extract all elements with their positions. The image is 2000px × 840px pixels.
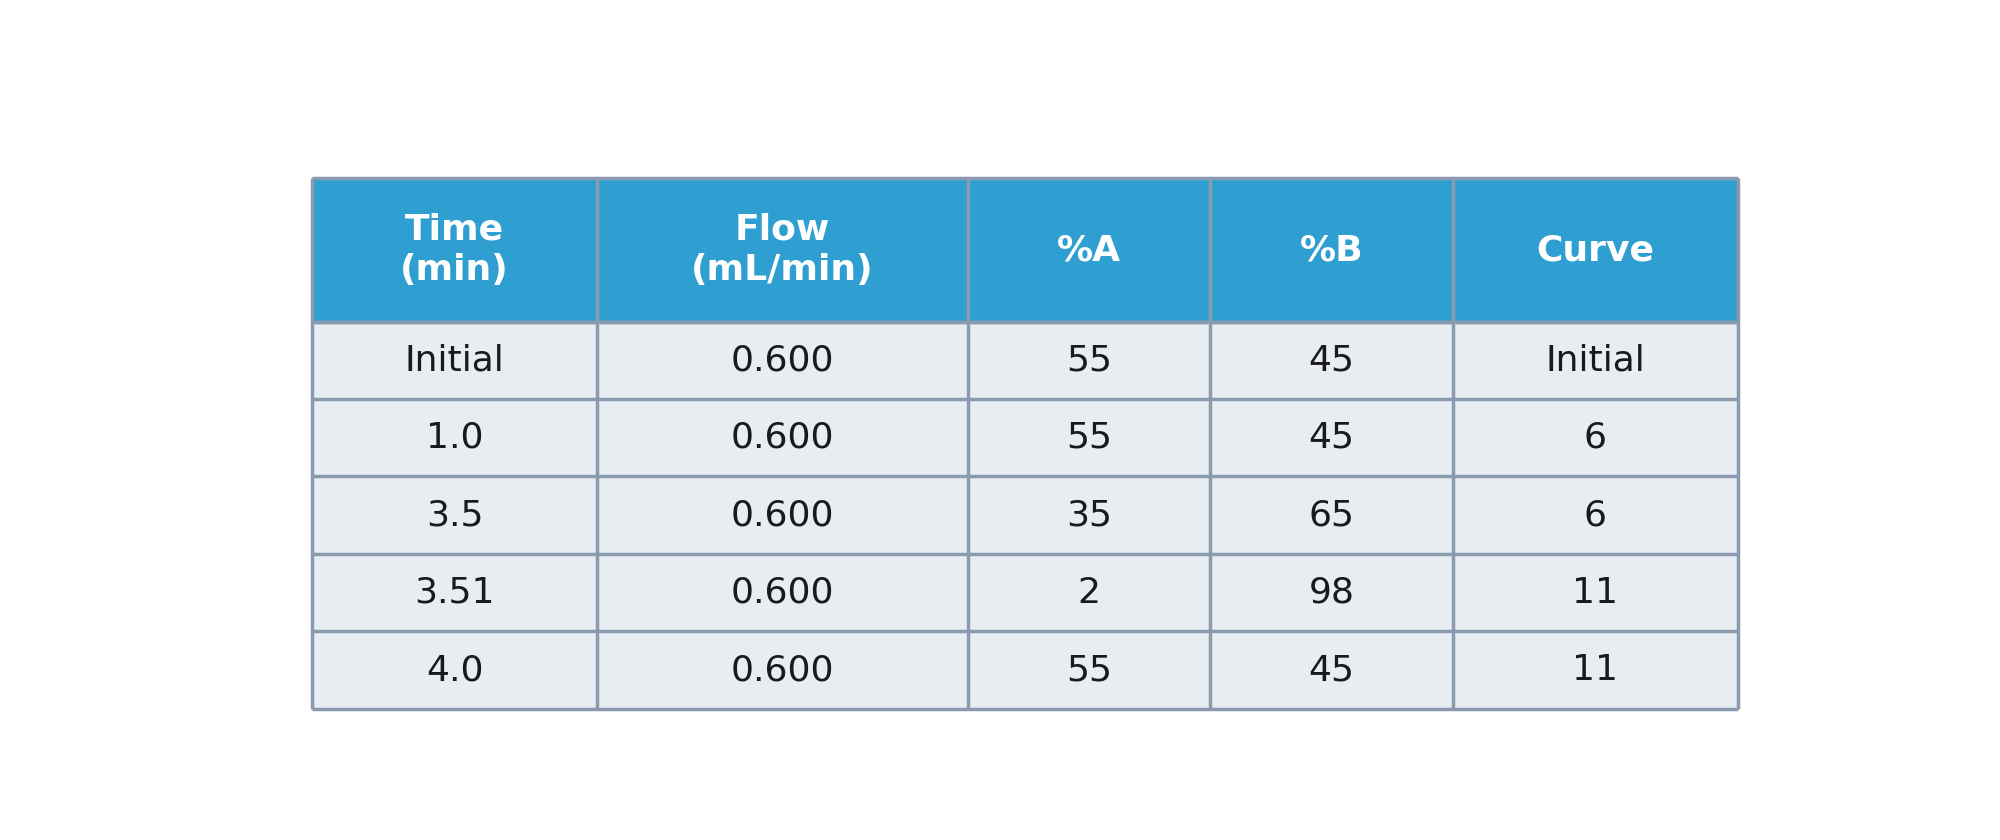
Text: 0.600: 0.600 [730,344,834,377]
Text: 98: 98 [1308,575,1354,610]
Text: 2: 2 [1078,575,1100,610]
Text: 45: 45 [1308,421,1354,454]
Text: 6: 6 [1584,421,1606,454]
Text: 3.51: 3.51 [414,575,494,610]
Bar [312,554,598,632]
Text: 55: 55 [1066,344,1112,377]
Bar [312,476,598,554]
Text: Flow
(mL/min): Flow (mL/min) [692,213,874,287]
Text: Time
(min): Time (min) [400,213,508,287]
Bar [1210,399,1452,476]
Text: 55: 55 [1066,421,1112,454]
Text: 0.600: 0.600 [730,653,834,687]
Text: 65: 65 [1308,498,1354,533]
Bar [312,632,598,709]
Text: 11: 11 [1572,575,1618,610]
Bar [1452,399,1738,476]
Text: 35: 35 [1066,498,1112,533]
Text: 0.600: 0.600 [730,575,834,610]
Bar [1452,322,1738,399]
Bar [1210,554,1452,632]
Text: Initial: Initial [1546,344,1646,377]
Text: 0.600: 0.600 [730,421,834,454]
Bar [968,399,1210,476]
Text: Curve: Curve [1536,233,1654,267]
Text: 0.600: 0.600 [730,498,834,533]
Bar [1452,554,1738,632]
Bar [598,322,968,399]
Bar [968,554,1210,632]
Bar [598,476,968,554]
Bar [1210,476,1452,554]
Text: 55: 55 [1066,653,1112,687]
Text: 6: 6 [1584,498,1606,533]
Bar [1452,476,1738,554]
Text: 45: 45 [1308,653,1354,687]
Bar [598,399,968,476]
Bar [1452,632,1738,709]
Bar [598,554,968,632]
Text: 3.5: 3.5 [426,498,484,533]
Text: 1.0: 1.0 [426,421,484,454]
Text: 11: 11 [1572,653,1618,687]
Bar [312,399,598,476]
Bar [1210,322,1452,399]
Bar [312,178,1738,322]
Text: %B: %B [1300,233,1364,267]
Bar [312,322,598,399]
Text: 4.0: 4.0 [426,653,484,687]
Bar [968,322,1210,399]
Bar [1210,632,1452,709]
Text: 45: 45 [1308,344,1354,377]
Text: %A: %A [1058,233,1122,267]
Bar [968,476,1210,554]
Text: Initial: Initial [404,344,504,377]
Bar [968,632,1210,709]
Bar [598,632,968,709]
